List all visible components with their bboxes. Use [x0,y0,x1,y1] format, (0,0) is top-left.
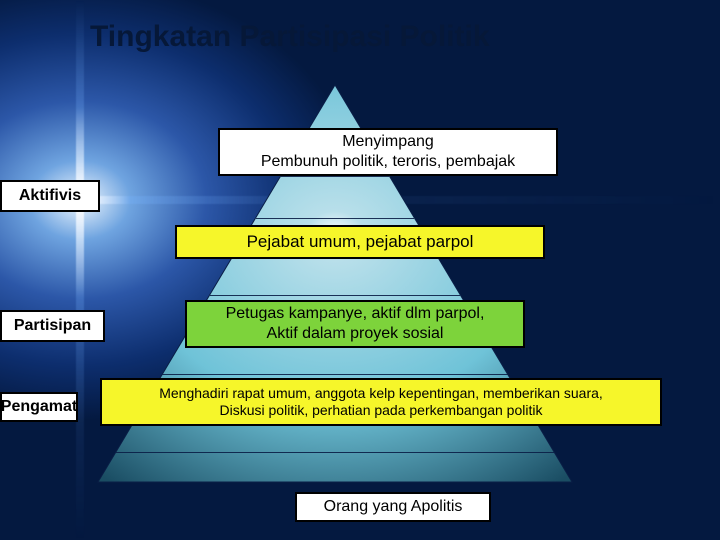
horizontal-light-ray [0,196,720,204]
level-text: Menghadiri rapat umum, anggota kelp kepe… [159,385,603,403]
level-text: Petugas kampanye, aktif dlm parpol, [226,304,485,324]
pyramid-hline [116,452,554,453]
apolitis-label: Orang yang Apolitis [324,498,463,516]
pyramid-hline [162,374,507,375]
level-box-2: Petugas kampanye, aktif dlm parpol,Aktif… [185,300,525,348]
level-box-1: Pejabat umum, pejabat parpol [175,225,545,259]
level-text: Pembunuh politik, teroris, pembajak [261,152,515,172]
pyramid-hline [281,176,390,177]
vertical-light-ray [76,0,84,540]
level-text: Menyimpang [342,132,434,152]
level-box-3: Menghadiri rapat umum, anggota kelp kepe… [100,378,662,426]
slide-title: Tingkatan Partisipasi Politik [90,20,490,54]
side-label-3: Pengamat [0,392,78,422]
apolitis-box: Orang yang Apolitis [295,492,491,522]
level-text: Pejabat umum, pejabat parpol [247,231,474,252]
level-text: Aktif dalam proyek sosial [267,324,444,344]
level-text: Diskusi politik, perhatian pada perkemba… [220,402,543,420]
pyramid-hline [210,295,461,296]
level-box-0: MenyimpangPembunuh politik, teroris, pem… [218,128,558,176]
background-gradient [0,0,720,540]
pyramid-hline [256,218,415,219]
side-label-2: Partisipan [0,310,105,342]
side-label-0: Aktifivis [0,180,100,212]
